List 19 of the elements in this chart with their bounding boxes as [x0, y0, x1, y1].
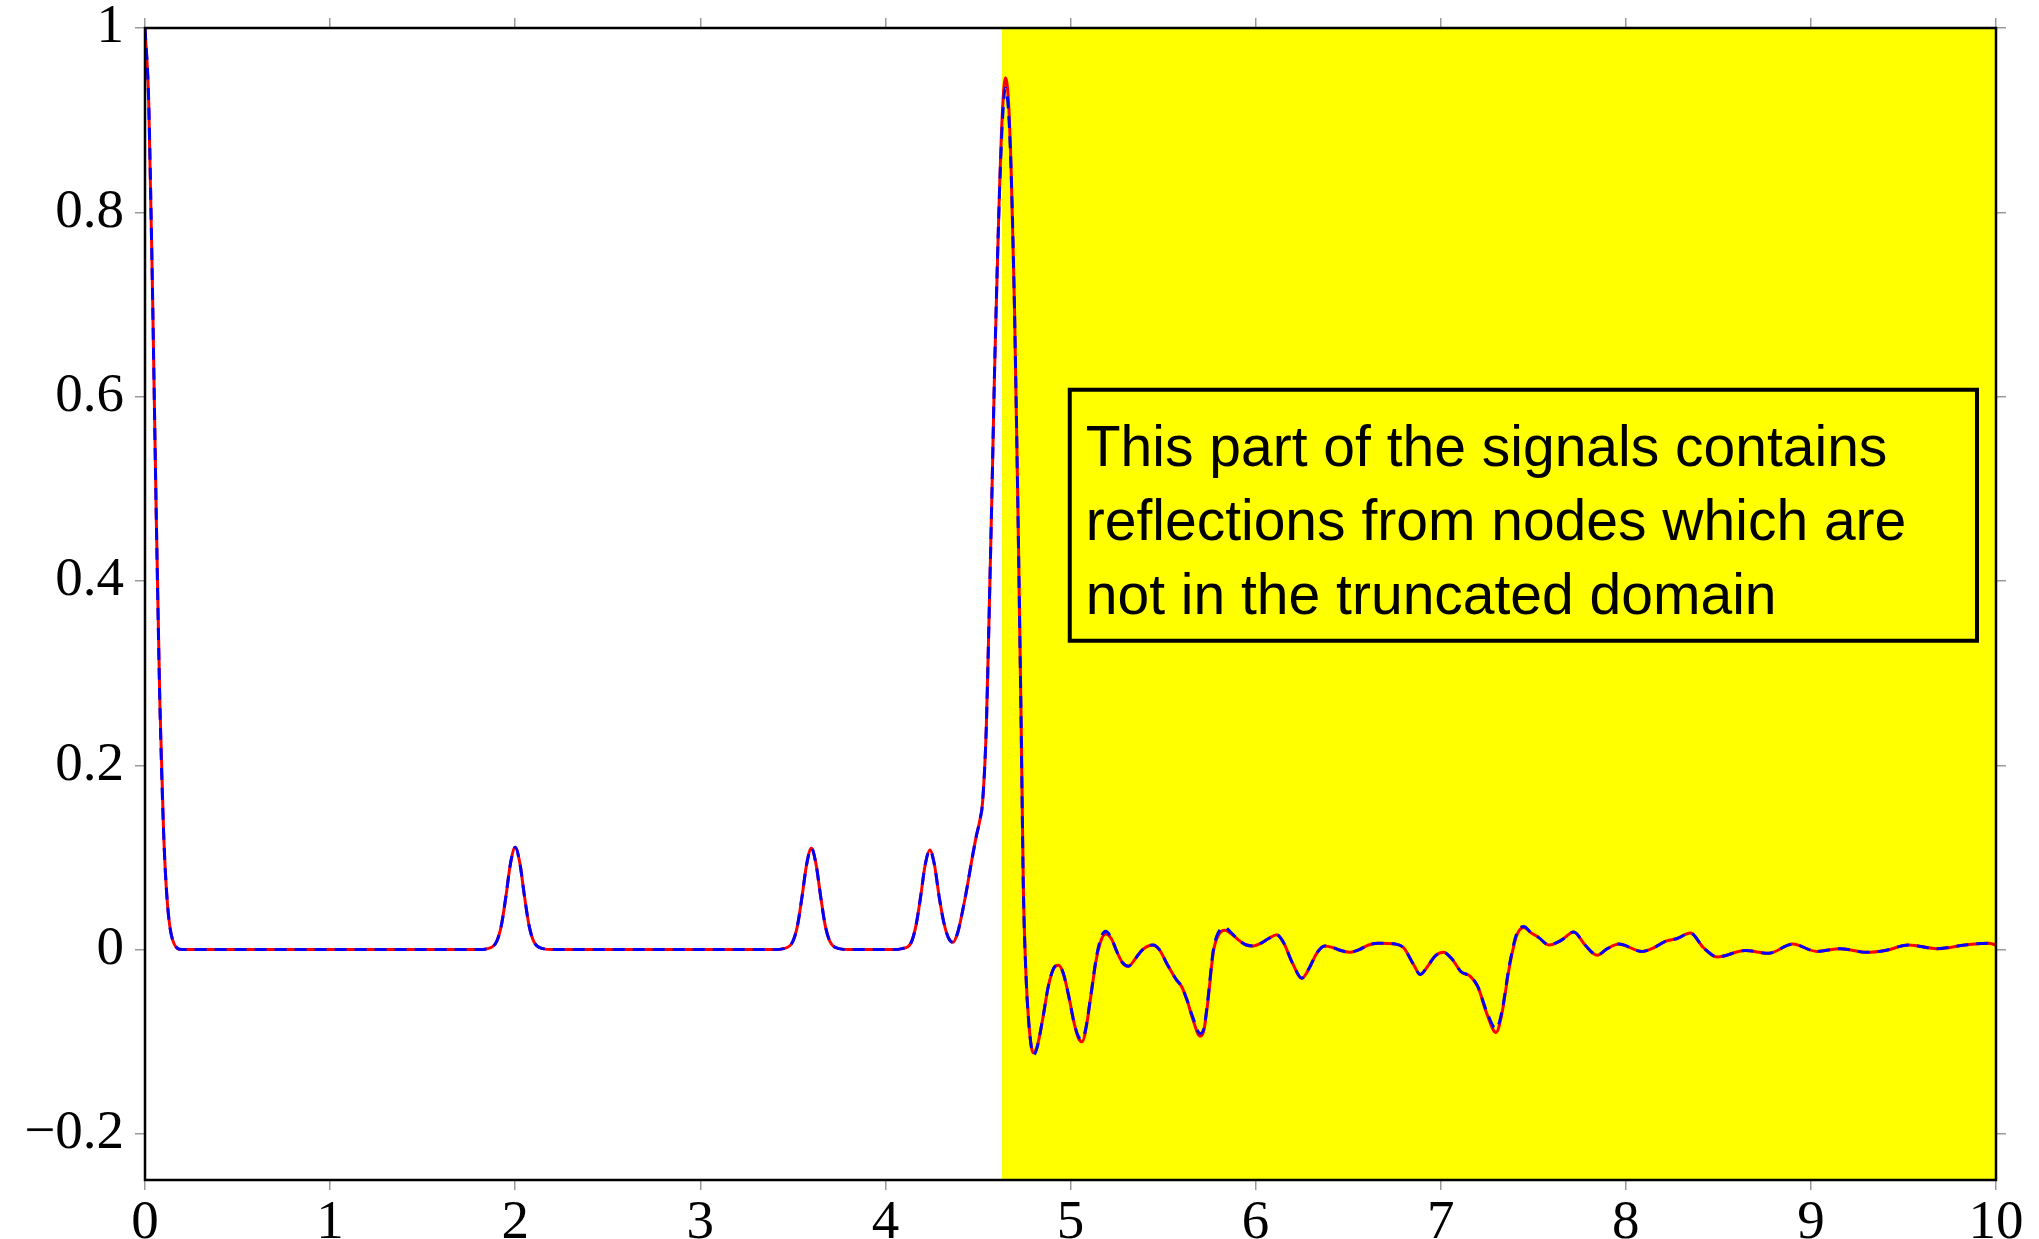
x-tick-label: 10 [1968, 1189, 2024, 1239]
x-tick-label: 3 [686, 1189, 715, 1239]
x-tick-label: 1 [316, 1189, 344, 1239]
y-tick-label: 0.6 [55, 362, 124, 424]
y-tick-label: −0.2 [24, 1099, 124, 1161]
x-tick-label: 7 [1426, 1189, 1455, 1239]
y-tick-label: 0.4 [55, 546, 124, 608]
x-tick-label: 0 [131, 1189, 159, 1239]
y-tick-label: 0 [96, 915, 124, 977]
x-tick-label: 6 [1241, 1189, 1270, 1239]
annotation: This part of the signals contains reflections from nodes which are not in the truncated domain [1085, 413, 1907, 626]
y-tick-label: 0.8 [55, 177, 124, 239]
x-tick-label: 8 [1612, 1189, 1640, 1239]
x-tick-label: 2 [501, 1189, 529, 1239]
y-tick-label: 0.2 [55, 730, 124, 792]
y-tick-label: 1 [96, 0, 124, 55]
x-tick-label: 9 [1797, 1189, 1825, 1239]
x-tick-label: 4 [871, 1189, 900, 1239]
x-tick-label: 5 [1056, 1189, 1085, 1239]
